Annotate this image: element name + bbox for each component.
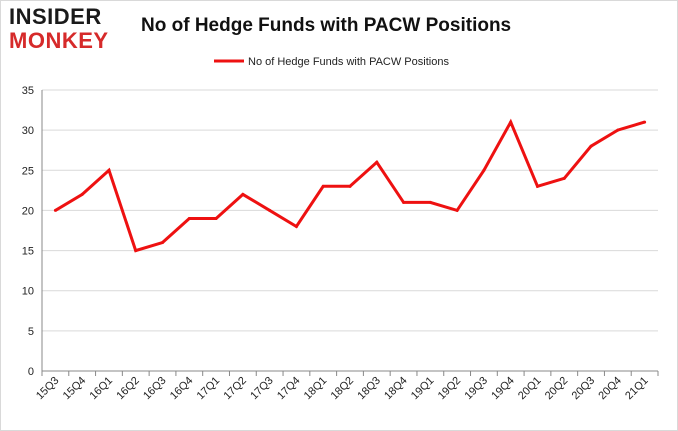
x-tick-label: 19Q3 [463, 375, 491, 403]
data-point [241, 192, 245, 196]
y-tick-label: 25 [22, 165, 34, 177]
x-tick-label: 18Q1 [302, 375, 330, 403]
data-point [402, 200, 406, 204]
x-tick-label: 17Q2 [221, 375, 249, 403]
x-tick-label: 15Q3 [34, 375, 62, 403]
data-point [455, 208, 459, 212]
insider-monkey-logo: INSIDER MONKEY [9, 6, 129, 52]
data-point [428, 200, 432, 204]
data-point [107, 168, 111, 172]
x-tick-label: 20Q4 [596, 375, 624, 403]
data-point [161, 241, 165, 245]
x-tick-label: 18Q2 [329, 375, 357, 403]
x-tick-label: 17Q3 [248, 375, 276, 403]
data-point [616, 128, 620, 132]
y-tick-label: 35 [22, 85, 34, 97]
data-point [80, 192, 84, 196]
legend-label: No of Hedge Funds with PACW Positions [248, 56, 449, 68]
data-point [53, 208, 57, 212]
x-tick-label: 20Q3 [570, 375, 598, 403]
x-tick-label: 17Q4 [275, 375, 303, 403]
x-tick-label: 16Q1 [88, 375, 116, 403]
x-tick-label: 16Q3 [141, 375, 169, 403]
x-tick-label: 19Q2 [436, 375, 464, 403]
data-point [375, 160, 379, 164]
chart-title: No of Hedge Funds with PACW Positions [141, 15, 512, 36]
data-point [321, 184, 325, 188]
y-tick-label: 20 [22, 205, 34, 217]
x-tick-label: 20Q1 [516, 375, 544, 403]
data-point [348, 184, 352, 188]
x-tick-label: 18Q4 [382, 375, 410, 403]
data-point [294, 224, 298, 228]
x-tick-label: 17Q1 [195, 375, 223, 403]
data-point [535, 184, 539, 188]
data-point [509, 120, 513, 124]
logo-line-1: INSIDER [9, 4, 102, 29]
y-tick-label: 10 [22, 286, 34, 298]
x-tick-label: 21Q1 [623, 375, 651, 403]
data-point [214, 216, 218, 220]
x-tick-label: 16Q4 [168, 375, 196, 403]
data-point [482, 168, 486, 172]
data-point [134, 249, 138, 253]
data-point [562, 176, 566, 180]
logo-line-2: MONKEY [9, 28, 109, 53]
y-tick-label: 30 [22, 125, 34, 137]
data-point [268, 208, 272, 212]
x-tick-label: 20Q2 [543, 375, 571, 403]
x-tick-label: 19Q4 [489, 375, 517, 403]
data-point [187, 216, 191, 220]
x-tick-label: 16Q2 [114, 375, 142, 403]
data-point [643, 120, 647, 124]
y-tick-label: 15 [22, 246, 34, 258]
y-tick-label: 0 [28, 366, 34, 378]
y-tick-label: 5 [28, 326, 34, 338]
x-tick-label: 15Q4 [61, 375, 89, 403]
x-tick-label: 19Q1 [409, 375, 437, 403]
x-tick-label: 18Q3 [355, 375, 383, 403]
data-point [589, 144, 593, 148]
